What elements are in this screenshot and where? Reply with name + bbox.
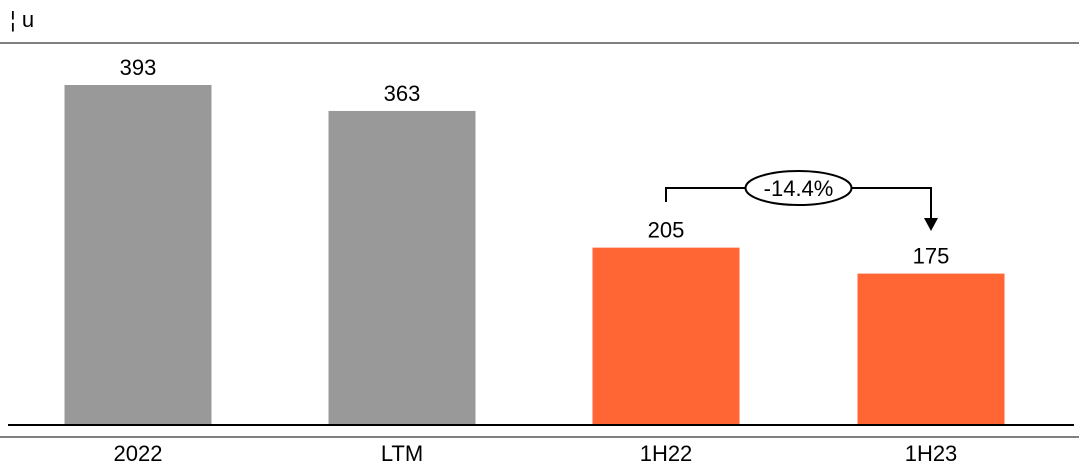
bar-1h22 (592, 247, 740, 425)
tick-label-2022: 2022 (114, 441, 163, 466)
tick-label-1h22: 1H22 (640, 441, 693, 466)
change-bubble (744, 170, 853, 206)
unit-label: ¦ u (10, 7, 35, 32)
bar-2022 (64, 85, 212, 425)
bar-ltm (328, 110, 476, 426)
value-label-1h22: 205 (648, 218, 685, 243)
tick-labels-group: 2022 LTM 1H22 1H23 (114, 441, 958, 466)
tick-label-ltm: LTM (381, 441, 423, 466)
value-label-1h23: 175 (913, 244, 950, 269)
arrow-down-icon (924, 218, 938, 231)
bar-1h23 (857, 273, 1005, 425)
change-label: -14.4% (764, 176, 834, 201)
change-annotation: -14.4% (665, 170, 938, 231)
bars-group: 393 363 205 175 (64, 55, 1005, 426)
value-label-2022: 393 (120, 55, 157, 80)
tick-label-1h23: 1H23 (905, 441, 958, 466)
value-label-ltm: 363 (384, 81, 421, 106)
